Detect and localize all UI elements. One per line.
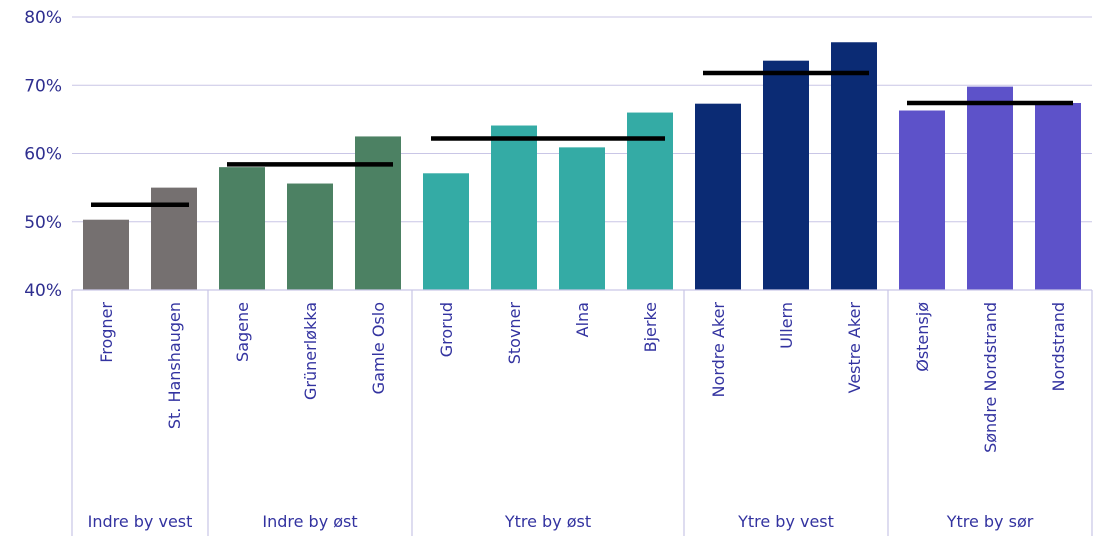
category-label: Frogner [97, 302, 116, 363]
bar-2 [219, 167, 265, 290]
bar-9 [695, 103, 741, 291]
category-label: Østensjø [913, 302, 932, 372]
category-label: Stovner [505, 302, 524, 365]
bar-10 [763, 60, 809, 291]
bar-6 [491, 125, 537, 290]
category-label: Vestre Aker [845, 302, 864, 394]
y-tick-label: 60% [24, 145, 62, 165]
category-axis [71, 289, 1093, 536]
group-label: Ytre by øst [504, 512, 591, 531]
y-axis-tick-labels: 40% 50% 60% 70% 80% [24, 8, 62, 301]
category-label: St. Hanshaugen [165, 302, 184, 429]
bar-13 [967, 86, 1013, 291]
bar-4 [355, 136, 401, 290]
category-label: Bjerke [641, 302, 660, 352]
y-tick-label: 40% [24, 281, 62, 301]
bar-11 [831, 42, 877, 290]
group-labels: Indre by vest Indre by øst Ytre by øst Ytre… [88, 512, 1034, 531]
category-label: Sagene [233, 302, 252, 362]
group-label: Ytre by sør [946, 512, 1034, 531]
category-label: Nordre Aker [709, 302, 728, 398]
y-tick-label: 70% [24, 76, 62, 96]
bar-5 [423, 173, 469, 290]
category-labels: Frogner St. Hanshaugen Sagene Grünerløkka Ga… [97, 302, 1068, 453]
group-average-lines [91, 70, 1073, 207]
group-label: Indre by øst [262, 512, 357, 531]
y-tick-label: 50% [24, 213, 62, 233]
bar-14 [1035, 102, 1081, 291]
bar-3 [287, 183, 333, 290]
bar-8 [627, 112, 673, 290]
group-label: Ytre by vest [737, 512, 834, 531]
category-label: Gamle Oslo [369, 302, 388, 394]
category-label: Grorud [437, 302, 456, 357]
bar-12 [899, 110, 945, 290]
group-label: Indre by vest [88, 512, 193, 531]
bars [83, 42, 1081, 291]
category-label: Grünerløkka [301, 302, 320, 400]
category-label: Ullern [777, 302, 796, 349]
bar-0 [83, 219, 129, 290]
category-label: Alna [573, 302, 592, 337]
bar-7 [559, 147, 605, 290]
category-label: Søndre Nordstrand [981, 302, 1000, 453]
y-tick-label: 80% [24, 8, 62, 28]
category-label: Nordstrand [1049, 302, 1068, 392]
